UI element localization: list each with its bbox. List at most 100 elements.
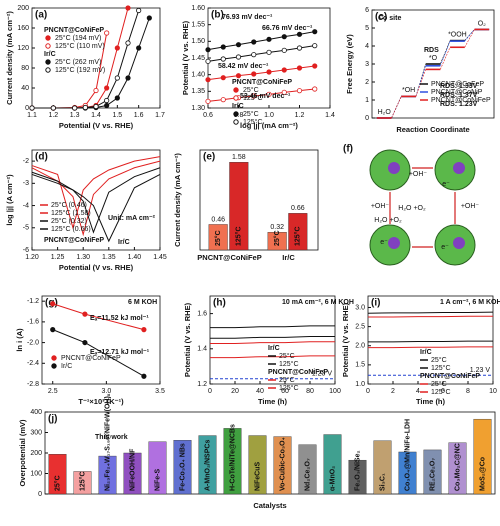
point bbox=[251, 93, 257, 99]
active-site bbox=[453, 162, 465, 174]
point bbox=[29, 105, 35, 111]
point bbox=[281, 34, 287, 40]
active-site bbox=[388, 162, 400, 174]
annotation: Eₐ=12.71 kJ mol⁻¹ bbox=[90, 349, 150, 356]
y-tick-label: 4 bbox=[365, 43, 369, 50]
legend-label: PNCNT@CoFeP bbox=[431, 81, 484, 88]
legend-label: 25°C bbox=[279, 376, 295, 384]
panel-label: (j) bbox=[48, 414, 57, 425]
y-tick-label: 1.30 bbox=[191, 105, 205, 112]
legend-label: PNCNT@CoNiP bbox=[431, 89, 483, 96]
x-tick-label: 60 bbox=[281, 388, 289, 395]
y-tick-label: -1.6 bbox=[27, 319, 39, 326]
x-tick-label: 100 bbox=[329, 388, 341, 395]
x-tick-label: 0.6 bbox=[203, 112, 213, 119]
legend-marker bbox=[51, 363, 57, 369]
point bbox=[93, 87, 99, 94]
annotation: PNCNT@CoNiFeP bbox=[44, 237, 104, 244]
bar bbox=[98, 455, 117, 495]
x-axis-label: Catalysts bbox=[253, 501, 286, 510]
y-tick-label: 1 bbox=[365, 97, 369, 104]
plot-frame bbox=[41, 295, 161, 385]
panel-label: (d) bbox=[35, 152, 48, 163]
legend-label: 25°C bbox=[243, 110, 259, 118]
series-line bbox=[31, 173, 161, 243]
legend-label: 125°C bbox=[243, 94, 263, 102]
point bbox=[220, 56, 226, 62]
legend-label: 125°C bbox=[431, 364, 451, 372]
panel-label: (a) bbox=[35, 10, 47, 21]
x-axis-label: Potential (V vs. RHE) bbox=[59, 263, 134, 272]
x-tick-label: 8 bbox=[466, 388, 470, 395]
y-tick-label: 0 bbox=[365, 115, 369, 122]
x-tick-label: 1.35 bbox=[102, 254, 116, 261]
x-tick-label: 0 bbox=[208, 388, 212, 395]
panel-label: (i) bbox=[371, 298, 380, 309]
point bbox=[220, 44, 226, 50]
y-tick-label: 3 bbox=[365, 61, 369, 68]
y-tick-label: -6 bbox=[23, 247, 29, 254]
legend-label: 125°C (192 mV) bbox=[55, 66, 105, 74]
bar bbox=[223, 428, 242, 495]
legend-marker bbox=[45, 67, 51, 73]
y-tick-label: 40 bbox=[21, 85, 29, 92]
x-tick-label: 1.45 bbox=[153, 254, 167, 261]
annotation: Ir/C bbox=[118, 239, 130, 246]
x-tick-label: 1.25 bbox=[51, 254, 65, 261]
category-label: Si₃C₁ bbox=[379, 473, 386, 491]
point bbox=[281, 67, 287, 73]
point bbox=[296, 88, 303, 94]
bar bbox=[288, 213, 308, 251]
point bbox=[136, 7, 142, 14]
series-label: 25°C bbox=[273, 230, 281, 246]
legend-group: Ir/C bbox=[268, 345, 280, 352]
y-tick-label: 80 bbox=[21, 65, 29, 72]
legend-group: Ir/C bbox=[232, 103, 244, 110]
category-label: NiFe-S bbox=[154, 469, 161, 492]
point bbox=[205, 77, 211, 83]
series-label: 125°C bbox=[294, 226, 302, 246]
diagram-label: +OH⁻ bbox=[409, 171, 428, 178]
x-tick-label: 1.30 bbox=[76, 254, 90, 261]
legend-marker bbox=[233, 119, 239, 125]
connector bbox=[440, 41, 451, 66]
connector bbox=[440, 40, 451, 65]
legend-label: Ir/C bbox=[61, 363, 72, 370]
y-axis-label: log |j| (A cm⁻²) bbox=[5, 174, 14, 226]
x-tick-label: 4 bbox=[416, 388, 420, 395]
legend-label: 125°C bbox=[243, 118, 263, 126]
y-tick-label: 0 bbox=[25, 105, 29, 112]
y-tick-label: 200 bbox=[30, 450, 42, 457]
legend-label: 25°C bbox=[243, 86, 259, 94]
point bbox=[114, 75, 120, 81]
x-tick-label: 2 bbox=[391, 388, 395, 395]
point bbox=[296, 65, 303, 71]
category-label: Ni₂₃Fe₂₄W₁₇S₁₅@NiFeW(OH)ₓ bbox=[104, 393, 111, 491]
y-axis-label: Overpotential (mV) bbox=[18, 419, 27, 487]
y-tick-label: 200 bbox=[17, 5, 29, 12]
bar bbox=[267, 232, 287, 251]
y-tick-label: 6 bbox=[365, 7, 369, 14]
diagram-label: e⁻ bbox=[380, 239, 388, 246]
y-tick-label: 1.45 bbox=[191, 55, 205, 62]
legend-marker bbox=[233, 95, 239, 101]
category-label: Co₃O₄@Mn/NiFe-LDH bbox=[404, 419, 411, 491]
series-line bbox=[368, 346, 493, 349]
reference-label: 1.23 V bbox=[470, 367, 491, 374]
point bbox=[205, 98, 211, 104]
point bbox=[50, 105, 56, 111]
bar bbox=[148, 441, 167, 495]
x-tick-label: 1.2 bbox=[48, 112, 58, 119]
series-line bbox=[210, 335, 335, 339]
series-line bbox=[368, 340, 493, 343]
point bbox=[205, 47, 211, 53]
point bbox=[312, 43, 318, 49]
legend-label: 125°C bbox=[279, 384, 299, 392]
connector bbox=[440, 47, 451, 70]
annotation: Unit: mA cm⁻² bbox=[108, 215, 156, 222]
point bbox=[235, 54, 242, 60]
x-axis-label: Potential (V vs. RHE) bbox=[59, 121, 134, 130]
y-tick-label: 2 bbox=[365, 79, 369, 86]
legend-group: PNCNT@CoNiFeP bbox=[44, 27, 104, 34]
